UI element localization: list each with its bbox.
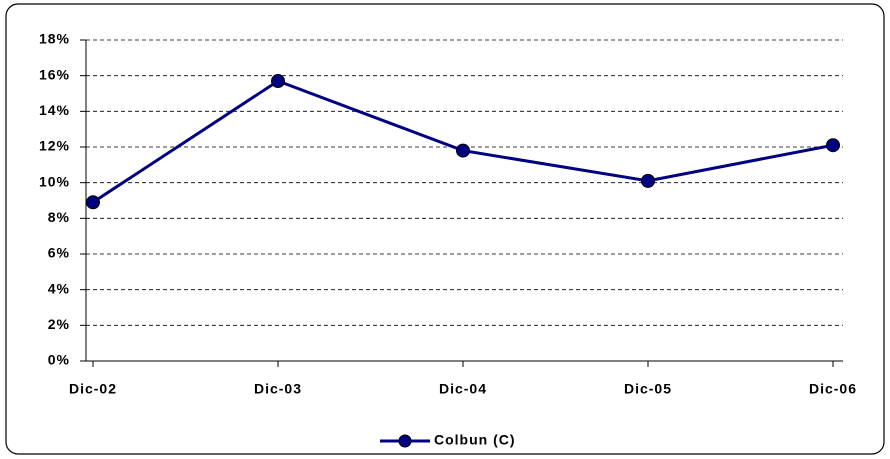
point	[641, 173, 655, 188]
legend-label: Colbun (C)	[434, 432, 516, 448]
y-tick-label: 2%	[48, 316, 70, 332]
y-tick-label: 0%	[48, 352, 70, 368]
point	[456, 143, 470, 158]
legend-marker	[398, 434, 412, 448]
y-tick-label: 4%	[48, 280, 70, 296]
y-tick-label: 10%	[39, 173, 70, 189]
y-tick-label: 6%	[48, 245, 70, 261]
x-tick-label: Dic-05	[624, 381, 672, 397]
y-tick-label: 14%	[39, 102, 70, 118]
point	[271, 74, 285, 89]
y-tick-label: 16%	[39, 66, 70, 82]
y-tick-label: 8%	[48, 209, 70, 225]
y-tick-label: 12%	[39, 138, 70, 154]
point	[826, 138, 840, 153]
point	[86, 195, 100, 210]
x-tick-label: Dic-03	[254, 381, 302, 397]
x-tick-label: Dic-04	[439, 381, 487, 397]
y-tick-label: 18%	[39, 31, 70, 47]
x-tick-label: Dic-06	[809, 381, 857, 397]
x-tick-label: Dic-02	[69, 381, 117, 397]
